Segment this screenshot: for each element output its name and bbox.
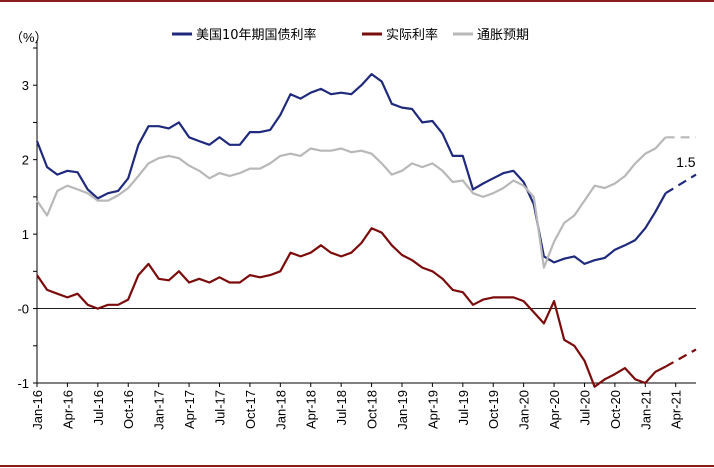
x-tick-label: Oct-18 bbox=[365, 390, 380, 429]
x-tick-label: Apr-18 bbox=[304, 390, 319, 429]
y-axis-ticks: -1 -0 1 2 3 bbox=[17, 47, 37, 391]
x-tick-label: Oct-19 bbox=[486, 390, 501, 429]
x-tick-label: Apr-20 bbox=[547, 390, 562, 429]
x-tick-label: Jan-16 bbox=[30, 390, 45, 430]
x-tick-label: Jul-19 bbox=[456, 390, 471, 425]
series-line-1 bbox=[35, 73, 667, 265]
series-forecast-1 bbox=[665, 173, 697, 195]
legend-label-3: 通胀预期 bbox=[477, 28, 529, 43]
x-tick-label: Jul-16 bbox=[91, 390, 106, 425]
x-tick-label: Oct-17 bbox=[243, 390, 258, 429]
y-tick-label: -1 bbox=[17, 376, 29, 391]
x-tick-label: Jul-17 bbox=[212, 390, 227, 425]
x-tick-label: Jan-19 bbox=[395, 390, 410, 430]
x-tick-label: Jan-18 bbox=[273, 390, 288, 430]
y-tick-label: 2 bbox=[22, 153, 29, 168]
y-axis-unit-label: （%） bbox=[10, 30, 48, 45]
series-line-3 bbox=[36, 136, 667, 269]
annotation-label: 1.5 bbox=[676, 154, 696, 170]
x-tick-label: Apr-16 bbox=[60, 390, 75, 429]
x-tick-label: Jul-18 bbox=[334, 390, 349, 425]
axes bbox=[36, 40, 696, 384]
series-lines bbox=[35, 73, 697, 388]
y-tick-label: -0 bbox=[17, 302, 29, 317]
series-line-2 bbox=[36, 227, 667, 388]
annotations: 1.5 bbox=[676, 154, 696, 170]
x-tick-label: Oct-16 bbox=[121, 390, 136, 429]
x-tick-label: Jan-17 bbox=[152, 390, 167, 430]
x-tick-label: Jan-21 bbox=[638, 390, 653, 430]
series-forecast-2 bbox=[665, 348, 697, 368]
x-tick-label: Apr-17 bbox=[182, 390, 197, 429]
x-tick-label: Oct-20 bbox=[608, 390, 623, 429]
legend-label-2: 实际利率 bbox=[386, 27, 438, 43]
x-tick-label: Jul-20 bbox=[577, 390, 592, 425]
y-tick-label: 1 bbox=[22, 227, 29, 242]
x-tick-label: Apr-21 bbox=[669, 390, 684, 429]
y-tick-label: 3 bbox=[22, 78, 29, 93]
legend-label-1: 美国10年期国债利率 bbox=[196, 27, 317, 43]
legend: 美国10年期国债利率 实际利率 通胀预期 bbox=[172, 27, 529, 43]
x-tick-label: Jan-20 bbox=[517, 390, 532, 430]
x-axis-ticks: Jan-16 Apr-16 Jul-16 Oct-16 Jan-17 Apr-17 Jul-… bbox=[30, 383, 684, 430]
x-tick-label: Apr-19 bbox=[425, 390, 440, 429]
